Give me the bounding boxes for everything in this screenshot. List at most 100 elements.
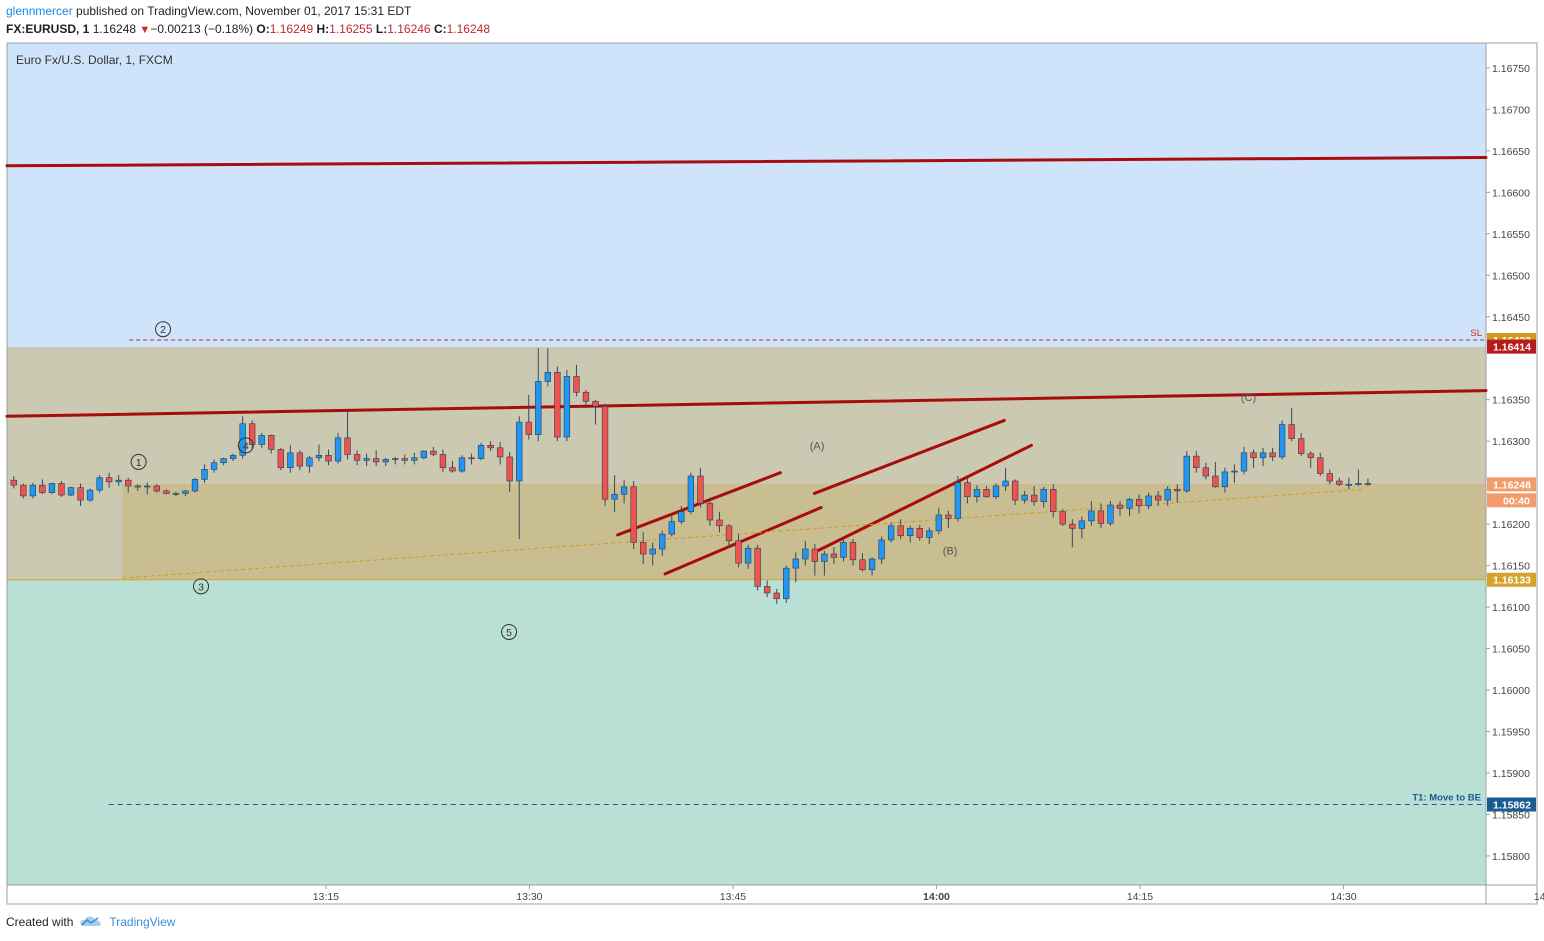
candle-body (296, 452, 304, 467)
tradingview-brand-link[interactable]: TradingView (79, 915, 175, 929)
target-text: T1: Move to BE (1412, 793, 1481, 804)
candle-body (1097, 510, 1105, 524)
candle-body (887, 525, 895, 541)
candle-body (954, 482, 962, 519)
candle-body (1259, 452, 1267, 459)
target-price-tag: 1.15862 (1493, 800, 1531, 812)
candle-body (802, 548, 809, 560)
candle-body (249, 423, 256, 445)
candle-body (268, 435, 275, 450)
candle-body (601, 406, 609, 500)
candle-body (125, 479, 132, 487)
candle-body (1345, 484, 1353, 486)
candle-body (277, 449, 284, 469)
wave-label: (A) (810, 440, 825, 452)
candle-body (859, 559, 866, 571)
x-tick-label: 14:00 (923, 891, 950, 903)
y-tick-label: 1.16750 (1492, 63, 1530, 75)
candle-body (1231, 470, 1238, 473)
candle-body (640, 542, 647, 555)
tradingview-cloud-icon (80, 916, 102, 926)
candle-body (945, 514, 952, 519)
trendline (616, 471, 782, 537)
y-tick-label: 1.16550 (1492, 229, 1530, 241)
range-bottom-tag: 1.16133 (1493, 575, 1531, 587)
candle-body (678, 511, 685, 522)
candle-body (210, 462, 218, 470)
candle-body (496, 447, 504, 458)
trendline (5, 389, 1488, 418)
candle-body (220, 458, 227, 464)
y-tick-label: 1.16650 (1492, 146, 1530, 158)
candle-body (1317, 457, 1324, 474)
candle-body (1278, 424, 1286, 458)
candle-body (897, 525, 904, 537)
candle-body (535, 381, 542, 435)
candle-body (544, 372, 551, 382)
candle-body (1202, 467, 1209, 477)
position-zone (122, 484, 1487, 580)
candle-body (687, 475, 695, 512)
y-tick-label: 1.15850 (1492, 809, 1530, 821)
candle-body (611, 493, 618, 500)
candle-body (1240, 452, 1248, 472)
close-label: C: (433, 22, 447, 36)
candle-body (992, 485, 1000, 498)
wave-label-circle (501, 623, 518, 640)
candle-body (239, 423, 246, 456)
candle-body (1326, 473, 1333, 482)
candle-body (973, 489, 981, 498)
y-tick-label: 1.16050 (1492, 644, 1530, 656)
candle-body (144, 485, 151, 488)
candle-body (96, 477, 103, 491)
entry-price-tag: 1.16414 (1493, 342, 1531, 354)
candle-body (792, 558, 799, 569)
wave-label: (C) (1241, 392, 1256, 404)
footer: Created with TradingView (6, 915, 175, 929)
published-text: published on TradingView.com, November 0… (72, 4, 412, 18)
target-zone-top (7, 43, 1486, 347)
candle-body (1050, 489, 1057, 512)
candle-body (401, 458, 408, 461)
candle-body (659, 533, 666, 550)
candle-body (506, 456, 513, 482)
y-tick-label: 1.16700 (1492, 104, 1530, 116)
range-bottom-tag-bg (1487, 572, 1536, 587)
open-label: O: (256, 22, 270, 36)
candle-body (487, 445, 494, 449)
candle-body (1288, 424, 1295, 439)
y-tick-label: 1.16500 (1492, 270, 1530, 282)
chart-frame (6, 42, 1538, 905)
candle-body (58, 483, 65, 496)
current-price-tag-bg (1487, 477, 1536, 492)
candle-body (525, 421, 532, 435)
candle-body (420, 450, 428, 459)
author-link[interactable]: glennmercer (6, 4, 73, 18)
candle-body (353, 454, 361, 461)
candle-body (868, 558, 876, 571)
candle-body (477, 445, 485, 459)
candle-body (258, 435, 265, 445)
wave-label: 1 (136, 457, 142, 469)
candle-body (1336, 480, 1343, 485)
candle-body (1250, 452, 1257, 459)
target-price-tag-bg (1487, 797, 1536, 812)
wave-label-circle (237, 437, 254, 454)
candle-body (201, 469, 208, 480)
candle-body (516, 421, 523, 482)
candle-body (907, 527, 914, 537)
candle-body (468, 457, 475, 460)
candle-body (1212, 475, 1219, 488)
candle-body (754, 547, 761, 587)
candle-body (67, 487, 75, 496)
candle-body (153, 485, 160, 492)
candle-body (821, 553, 828, 562)
y-tick-label: 1.15950 (1492, 727, 1530, 739)
candle-body (1193, 455, 1200, 469)
dashed-trendline (122, 488, 1364, 579)
candle-body (1135, 498, 1143, 507)
candle-body (29, 484, 37, 497)
candle-body (935, 514, 942, 532)
y-tick-label: 1.16450 (1492, 312, 1530, 324)
